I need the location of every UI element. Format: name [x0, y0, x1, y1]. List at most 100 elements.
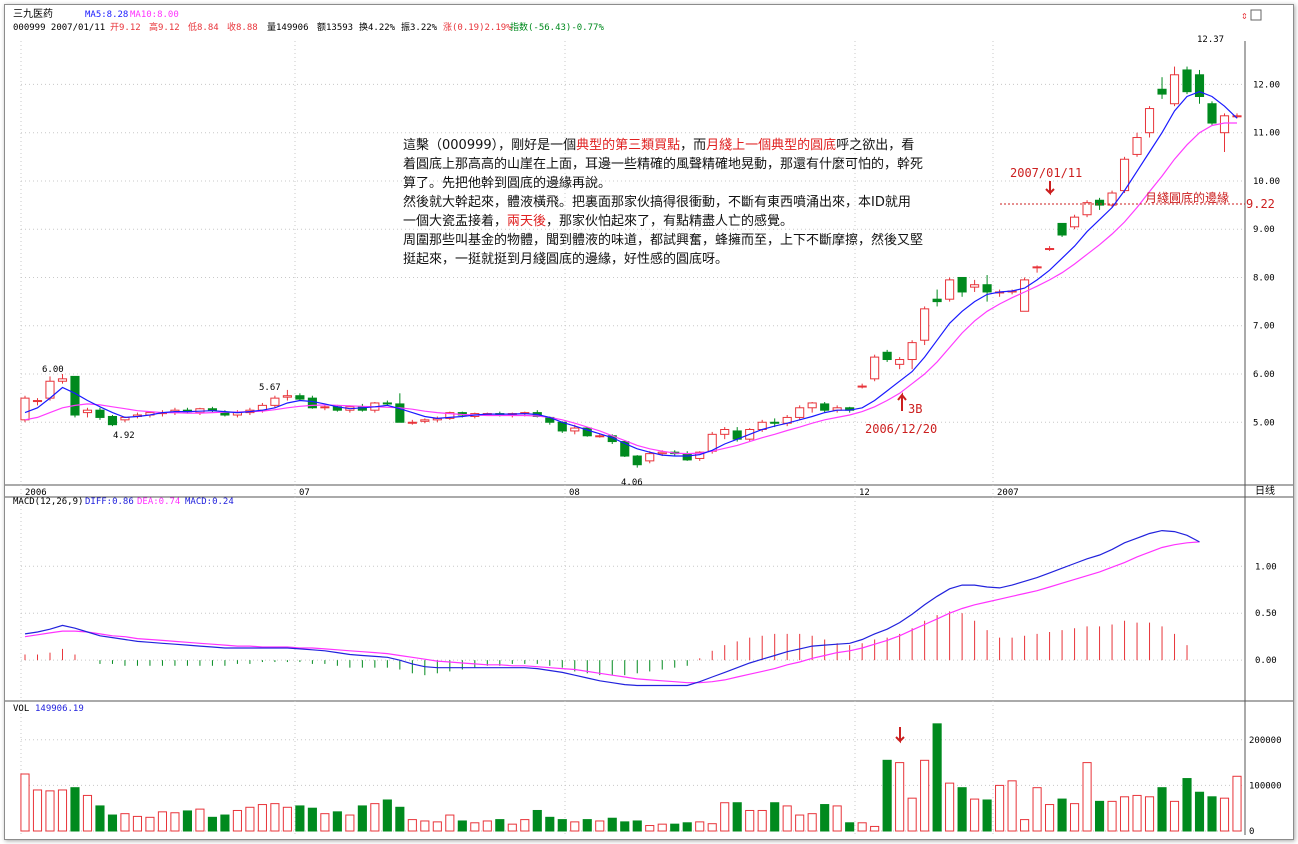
volume-bar	[1119, 796, 1130, 832]
volume-bar	[632, 820, 642, 832]
volume-bar	[507, 823, 517, 832]
volume-bar	[345, 814, 355, 832]
candle-body	[1094, 199, 1105, 206]
candle-body	[932, 298, 942, 303]
up-arrow-icon	[897, 392, 907, 411]
price-tick-label: 8.00	[1253, 273, 1275, 283]
macd-title: MACD(12,26,9)	[13, 497, 83, 507]
volume-bar	[1207, 796, 1217, 832]
volume-bar	[157, 811, 168, 832]
volume-bar	[570, 821, 580, 832]
volume-bar	[32, 789, 43, 832]
ma5-line	[24, 91, 1238, 457]
volume-bar	[1232, 775, 1242, 832]
candle-body	[1082, 202, 1092, 216]
volume-bar	[607, 817, 617, 832]
volume-bar	[682, 822, 692, 832]
volume-bar	[582, 819, 592, 832]
diff-line	[24, 529, 1200, 687]
candle-body	[445, 412, 455, 419]
volume-panel	[20, 723, 1242, 832]
volume-bar	[1157, 787, 1167, 832]
candle-body	[945, 279, 955, 300]
volume-bar	[732, 802, 742, 832]
macd-panel	[24, 529, 1200, 687]
volume-bar	[1007, 780, 1017, 832]
volume-bar	[382, 799, 392, 832]
candle-body	[795, 407, 805, 418]
volume-bar	[695, 821, 705, 832]
volume-bar	[645, 825, 655, 832]
candle-body	[1107, 192, 1117, 206]
volume-bar	[895, 762, 905, 832]
candle-body	[1020, 279, 1030, 312]
macd-tick-label: 0.50	[1255, 609, 1277, 619]
volume-bar	[207, 816, 217, 832]
grid	[5, 41, 1293, 835]
candle-body	[657, 451, 667, 455]
x-tick-label: 2006	[25, 488, 47, 498]
candle-body	[1045, 248, 1055, 251]
arrows-icon[interactable]: ⇕	[1241, 9, 1248, 22]
candle-body	[32, 400, 43, 403]
candle-body	[907, 342, 917, 361]
candle-body	[1182, 69, 1192, 93]
volume-bar	[970, 798, 980, 832]
volume-bar	[357, 805, 367, 832]
price-panel	[20, 66, 1242, 468]
candle-body	[295, 395, 305, 400]
candle-body	[20, 397, 30, 421]
candle-body	[382, 402, 392, 405]
candle-body	[895, 359, 905, 365]
ann-text: 然後就大幹起來，體液橫飛。把裏面那家伙搞得很衝動，不斷有東西噴涌出來，本ID就用…	[403, 195, 911, 229]
volume-bar	[220, 814, 230, 832]
volume-bar	[282, 806, 292, 832]
annotation-text: 這檕（000999），剛好是一個典型的第三類買點，而月綫上一個典型的圓底呼之欲出…	[403, 136, 923, 269]
volume-bar	[620, 821, 630, 832]
candle-body	[207, 408, 217, 411]
volume-bar	[420, 820, 430, 832]
date-marker-2007-01-11: 2007/01/11	[1010, 166, 1082, 180]
vol-tick-label: 0	[1249, 827, 1254, 837]
volume-bar	[320, 813, 330, 832]
candle-body	[620, 441, 630, 457]
price-tick-label: 5.00	[1253, 418, 1275, 428]
info-low: 低8.84	[188, 21, 219, 33]
volume-bar	[1194, 791, 1205, 832]
candle-body	[1207, 103, 1217, 124]
x-tick-label: 2007	[997, 488, 1019, 498]
volume-bar	[432, 821, 442, 832]
volume-bar	[145, 816, 155, 832]
down-arrow-icon	[1045, 181, 1055, 196]
info-amplitude: 振3.22%	[401, 21, 438, 33]
volume-bar	[532, 809, 542, 832]
ann-highlight: 兩天後	[507, 214, 547, 229]
volume-bar	[407, 819, 417, 832]
annotation-paragraph-3: 周圍那些叫基金的物體，聞到體液的味道，都試興奮，蜂擁而至，上下不斷摩擦，然後又堅…	[403, 233, 924, 267]
axes: 12.00 11.00 10.00 9.00 8.00 7.00 6.00 5.00 2006 0…	[25, 80, 1282, 837]
macd-tick-label: 1.00	[1255, 562, 1277, 572]
price-tick-label: 9.00	[1253, 225, 1275, 235]
candle-body	[1194, 74, 1205, 97]
volume-bar	[245, 806, 255, 832]
volume-bar	[20, 773, 30, 832]
candle-body	[720, 429, 730, 435]
candle-body	[57, 378, 68, 382]
candle-body	[807, 402, 817, 409]
window-icon[interactable]	[1250, 9, 1262, 21]
candle-body	[1144, 108, 1155, 134]
stock-chart[interactable]: 三九医药 MA5:8.28 MA10:8.00 000999 2007/01/1…	[5, 5, 1293, 839]
candle-body	[920, 308, 930, 341]
macd-value-label: MACD:0.24	[185, 497, 234, 507]
candle-body	[570, 427, 580, 432]
volume-bar	[832, 805, 842, 832]
volume-bar	[845, 822, 855, 832]
candle-body	[407, 421, 417, 424]
volume-bar	[395, 806, 405, 832]
candle-body	[1032, 266, 1042, 269]
volume-bar	[332, 811, 342, 832]
high-label: 12.37	[1197, 35, 1224, 45]
candle-body	[582, 427, 592, 437]
volume-bar	[445, 814, 455, 832]
volume-bar	[657, 823, 667, 832]
